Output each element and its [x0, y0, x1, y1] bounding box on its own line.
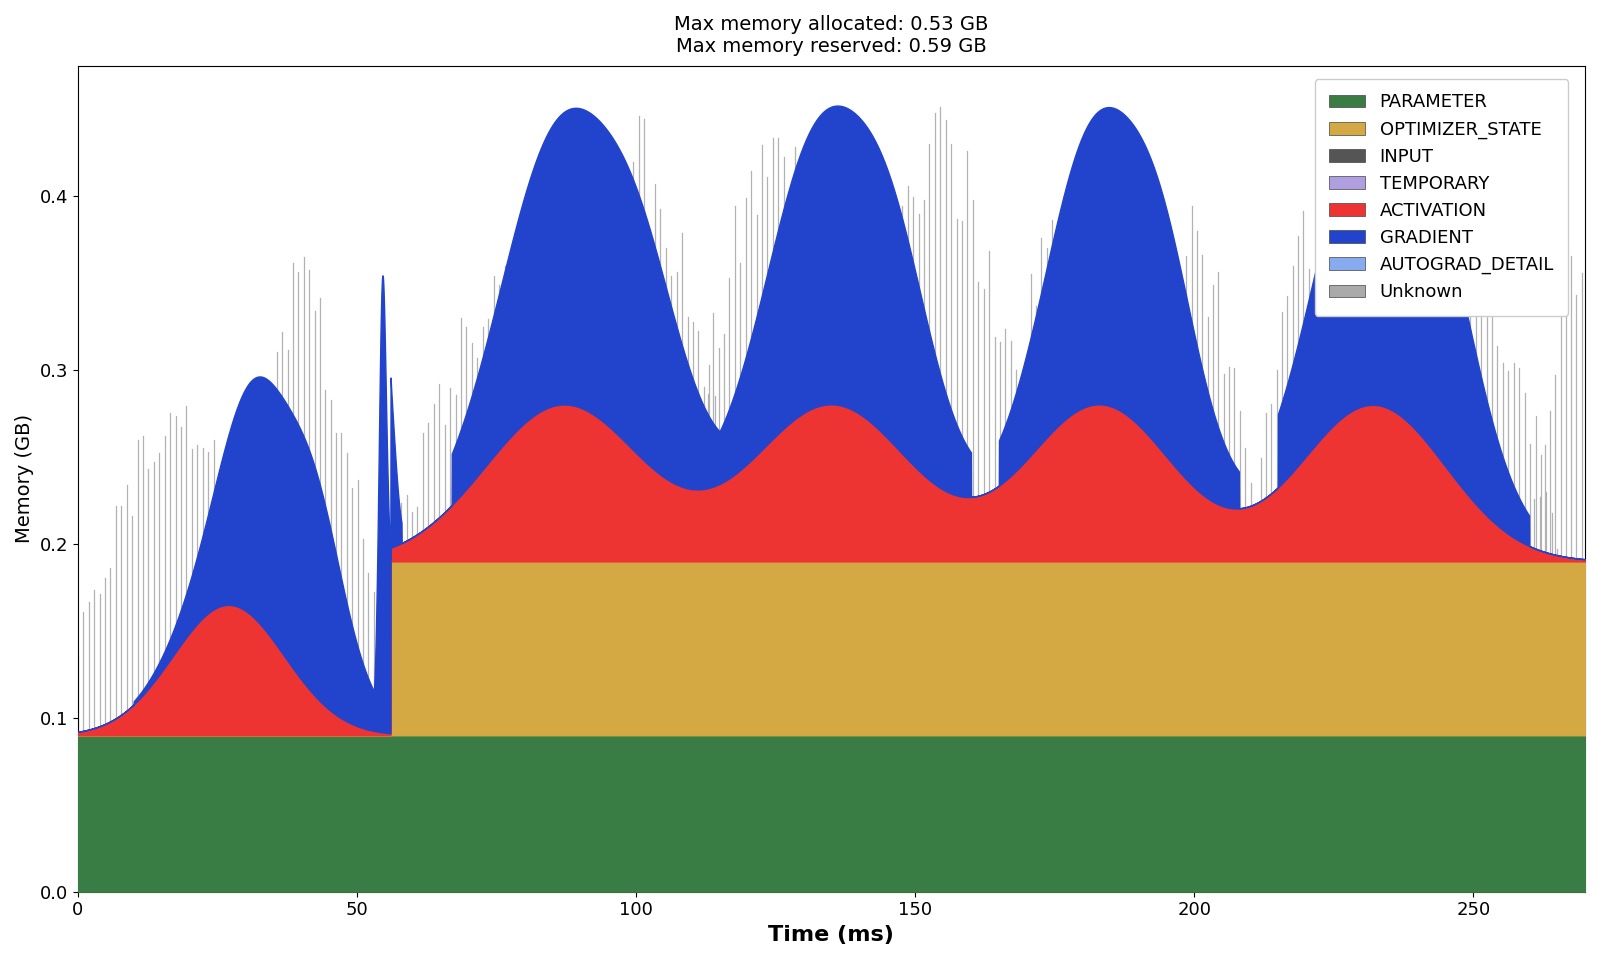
Legend: PARAMETER, OPTIMIZER_STATE, INPUT, TEMPORARY, ACTIVATION, GRADIENT, AUTOGRAD_DET: PARAMETER, OPTIMIZER_STATE, INPUT, TEMPO… [1315, 79, 1568, 316]
Y-axis label: Memory (GB): Memory (GB) [14, 415, 34, 543]
Title: Max memory allocated: 0.53 GB
Max memory reserved: 0.59 GB: Max memory allocated: 0.53 GB Max memory… [674, 15, 989, 56]
X-axis label: Time (ms): Time (ms) [768, 925, 894, 945]
